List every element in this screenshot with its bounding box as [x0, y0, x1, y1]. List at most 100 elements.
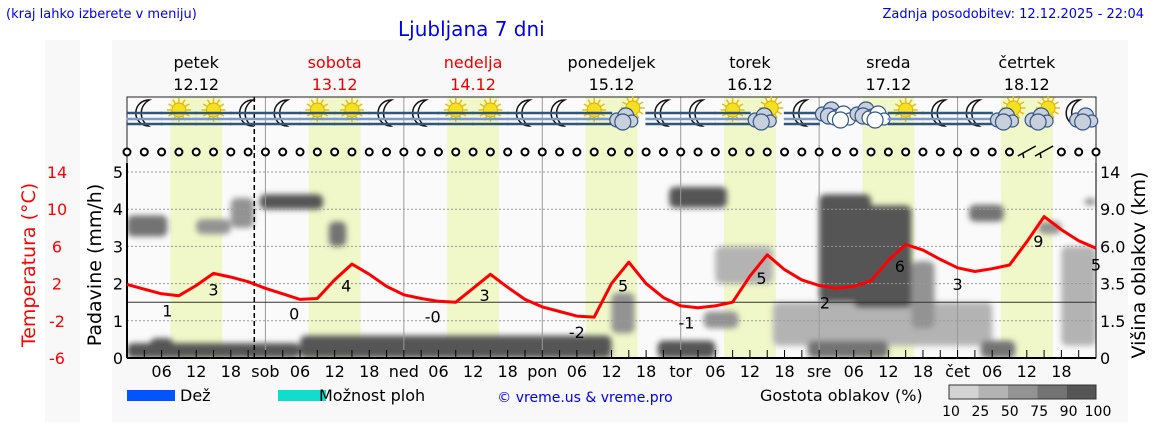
cloud-icon: [747, 107, 777, 131]
sun-disc: [448, 102, 464, 118]
calm-wind-icon: [122, 147, 132, 157]
calm-wind-icon: [433, 147, 443, 157]
x-tick-label: pon: [527, 362, 557, 381]
calm-wind-icon: [330, 147, 340, 157]
cloud-density-swatch: [978, 385, 1008, 399]
calm-wind-icon: [953, 147, 963, 157]
sun-ray: [181, 99, 186, 105]
cloud-density-region: [969, 204, 1004, 222]
cloud-density-region: [259, 194, 324, 210]
x-tick-label: 12: [186, 362, 206, 381]
credit-link[interactable]: © vreme.us & vreme.pro: [497, 390, 672, 406]
calm-wind-icon: [589, 147, 599, 157]
temperature-extreme-label: 3: [480, 286, 490, 305]
day-date: 12.12: [173, 75, 219, 94]
x-tick-label: 06: [982, 362, 1002, 381]
x-tick-label: 18: [359, 362, 379, 381]
temperature-axis-label: Temperatura (°C): [18, 183, 40, 348]
calm-wind-icon: [607, 147, 616, 157]
x-tick-label: sob: [251, 362, 279, 381]
cloud-density-region: [807, 340, 889, 358]
cloud-density-region: [127, 215, 168, 237]
day-name: sreda: [866, 53, 910, 72]
x-tick-label: 06: [290, 362, 310, 381]
sun-ray: [1050, 113, 1055, 119]
moon-fog-icon: [783, 99, 820, 127]
cloud-puff: [614, 113, 632, 131]
calm-wind-icon: [468, 147, 478, 157]
sun-ray: [479, 103, 485, 108]
sun-disc: [725, 102, 741, 118]
precipitation-tick: 4: [113, 200, 123, 219]
calm-wind-icon: [831, 147, 841, 157]
sun-ray: [1002, 101, 1008, 106]
temperature-extreme-label: 2: [820, 293, 830, 312]
day-date: 16.12: [727, 75, 773, 94]
page-title: Ljubljana 7 dni: [398, 17, 545, 41]
day-date: 15.12: [589, 75, 635, 94]
sun-ray: [458, 99, 463, 105]
cloud-density-region: [1084, 198, 1096, 206]
sun-ray: [1016, 113, 1021, 119]
sun-disc: [898, 102, 914, 118]
cloud-density-scale-label: 90: [1060, 404, 1078, 420]
x-tick-label: 12: [740, 362, 760, 381]
cloud-icon: [989, 107, 1020, 131]
calm-wind-icon: [762, 147, 772, 157]
cloud-height-tick: 14: [1100, 163, 1120, 182]
cloud-height-tick: 0: [1100, 349, 1110, 368]
calm-wind-icon: [312, 147, 322, 157]
x-tick-label: 06: [567, 362, 587, 381]
location-hint[interactable]: (kraj lahko izberete v meniju): [6, 7, 197, 22]
cloud-density-swatch: [1037, 385, 1067, 399]
sun-ray: [1050, 97, 1055, 103]
cloud-height-tick: 3.5: [1100, 275, 1125, 294]
sun-disc: [344, 102, 360, 118]
cloud-density-region: [657, 340, 716, 358]
sun-ray: [184, 103, 190, 108]
cloud-density-region: [328, 221, 347, 247]
cloud-density-region: [230, 198, 254, 228]
cloud-puff: [1029, 113, 1047, 131]
sun-ray: [899, 99, 903, 105]
temperature-extreme-label: 0: [289, 305, 299, 324]
x-tick-label: ned: [389, 362, 419, 381]
last-updated: Zadnja posodobitev: 12.12.2025 - 22:04: [882, 7, 1144, 22]
sun-ray: [725, 99, 730, 105]
calm-wind-icon: [243, 147, 253, 157]
sun-ray: [760, 101, 766, 106]
x-tick-label: 06: [705, 362, 725, 381]
cloud-height-tick: 1.5: [1100, 312, 1125, 331]
cloud-icon: [1069, 107, 1099, 131]
cloud-height-tick: 9.0: [1100, 200, 1125, 219]
calm-wind-icon: [174, 147, 184, 157]
sun-ray: [911, 103, 917, 108]
sun-ray: [587, 99, 592, 105]
moon-fog-icon: [368, 99, 405, 127]
precipitation-axis-label: Padavine (mm/h): [84, 184, 106, 347]
cloud-density-region: [980, 340, 1016, 358]
cloud-height-tick: 6.0: [1100, 237, 1125, 256]
x-tick-label: 12: [1017, 362, 1037, 381]
cloud-icon: [1024, 107, 1054, 131]
precipitation-tick: 0: [113, 349, 123, 368]
calm-wind-icon: [624, 147, 634, 157]
temperature-line: [126, 215, 1097, 319]
calm-wind-icon: [1091, 147, 1101, 157]
calm-wind-icon: [797, 147, 807, 157]
wind-barb-icon: [1034, 145, 1054, 159]
x-tick-label: 12: [324, 362, 344, 381]
x-tick-label: 18: [1051, 362, 1071, 381]
sun-ray: [345, 99, 350, 105]
temperature-extreme-label: 5: [1091, 255, 1101, 274]
calm-wind-icon: [901, 147, 911, 157]
calm-wind-icon: [710, 147, 720, 157]
x-tick-label: 12: [463, 362, 483, 381]
sun-ray: [738, 103, 744, 108]
sun-icon: [201, 98, 226, 122]
x-tick-label: 06: [428, 362, 448, 381]
sun-ray: [1037, 101, 1043, 106]
calm-wind-icon: [814, 147, 824, 157]
calm-wind-icon: [295, 147, 305, 157]
